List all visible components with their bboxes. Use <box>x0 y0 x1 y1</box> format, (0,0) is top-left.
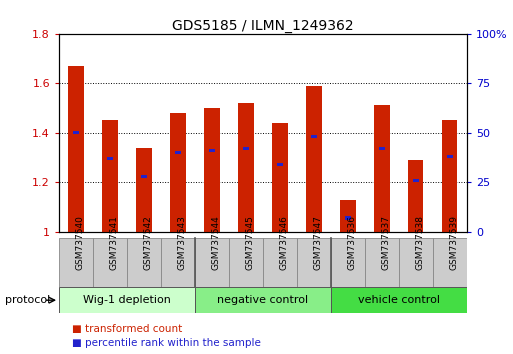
Bar <box>68 66 84 232</box>
Bar <box>365 239 399 287</box>
Bar <box>408 160 424 232</box>
Bar <box>379 147 385 150</box>
Bar <box>141 175 147 178</box>
Bar <box>297 239 331 287</box>
Bar <box>195 287 331 313</box>
Bar <box>374 105 389 232</box>
Text: GSM737545: GSM737545 <box>246 215 255 270</box>
Bar <box>102 120 117 232</box>
Bar <box>127 239 161 287</box>
Bar <box>272 123 288 232</box>
Bar <box>195 239 229 287</box>
Bar <box>209 149 215 152</box>
Bar <box>238 103 253 232</box>
Bar <box>345 216 351 220</box>
Text: GSM737543: GSM737543 <box>178 215 187 270</box>
Text: GSM737539: GSM737539 <box>450 215 459 270</box>
Bar <box>170 113 186 232</box>
Bar <box>243 147 249 150</box>
Bar <box>107 157 113 160</box>
Text: GSM737538: GSM737538 <box>416 215 425 270</box>
Text: Wig-1 depletion: Wig-1 depletion <box>83 295 171 305</box>
Bar <box>161 239 195 287</box>
Bar <box>136 148 152 232</box>
Bar <box>331 287 467 313</box>
Title: GDS5185 / ILMN_1249362: GDS5185 / ILMN_1249362 <box>172 19 354 33</box>
Text: GSM737546: GSM737546 <box>280 215 289 270</box>
Bar <box>399 239 433 287</box>
Bar <box>229 239 263 287</box>
Text: ■ transformed count: ■ transformed count <box>72 324 182 333</box>
Bar <box>263 239 297 287</box>
Bar <box>204 108 220 232</box>
Text: GSM737541: GSM737541 <box>110 215 119 270</box>
Bar <box>73 131 79 135</box>
Text: GSM737540: GSM737540 <box>76 215 85 270</box>
Text: GSM737536: GSM737536 <box>348 215 357 270</box>
Bar <box>59 239 93 287</box>
Bar <box>59 287 195 313</box>
Bar <box>413 178 419 182</box>
Text: vehicle control: vehicle control <box>358 295 440 305</box>
Text: GSM737542: GSM737542 <box>144 215 153 270</box>
Text: GSM737537: GSM737537 <box>382 215 391 270</box>
Bar <box>340 200 356 232</box>
Text: GSM737547: GSM737547 <box>314 215 323 270</box>
Bar <box>447 155 453 158</box>
Text: ■ percentile rank within the sample: ■ percentile rank within the sample <box>72 338 261 348</box>
Bar <box>311 135 317 138</box>
Bar <box>93 239 127 287</box>
Text: negative control: negative control <box>218 295 308 305</box>
Bar <box>433 239 467 287</box>
Bar <box>306 86 322 232</box>
Text: protocol: protocol <box>5 295 50 305</box>
Bar <box>175 151 181 154</box>
Bar <box>442 120 458 232</box>
Bar <box>277 163 283 166</box>
Text: GSM737544: GSM737544 <box>212 215 221 270</box>
Bar <box>331 239 365 287</box>
